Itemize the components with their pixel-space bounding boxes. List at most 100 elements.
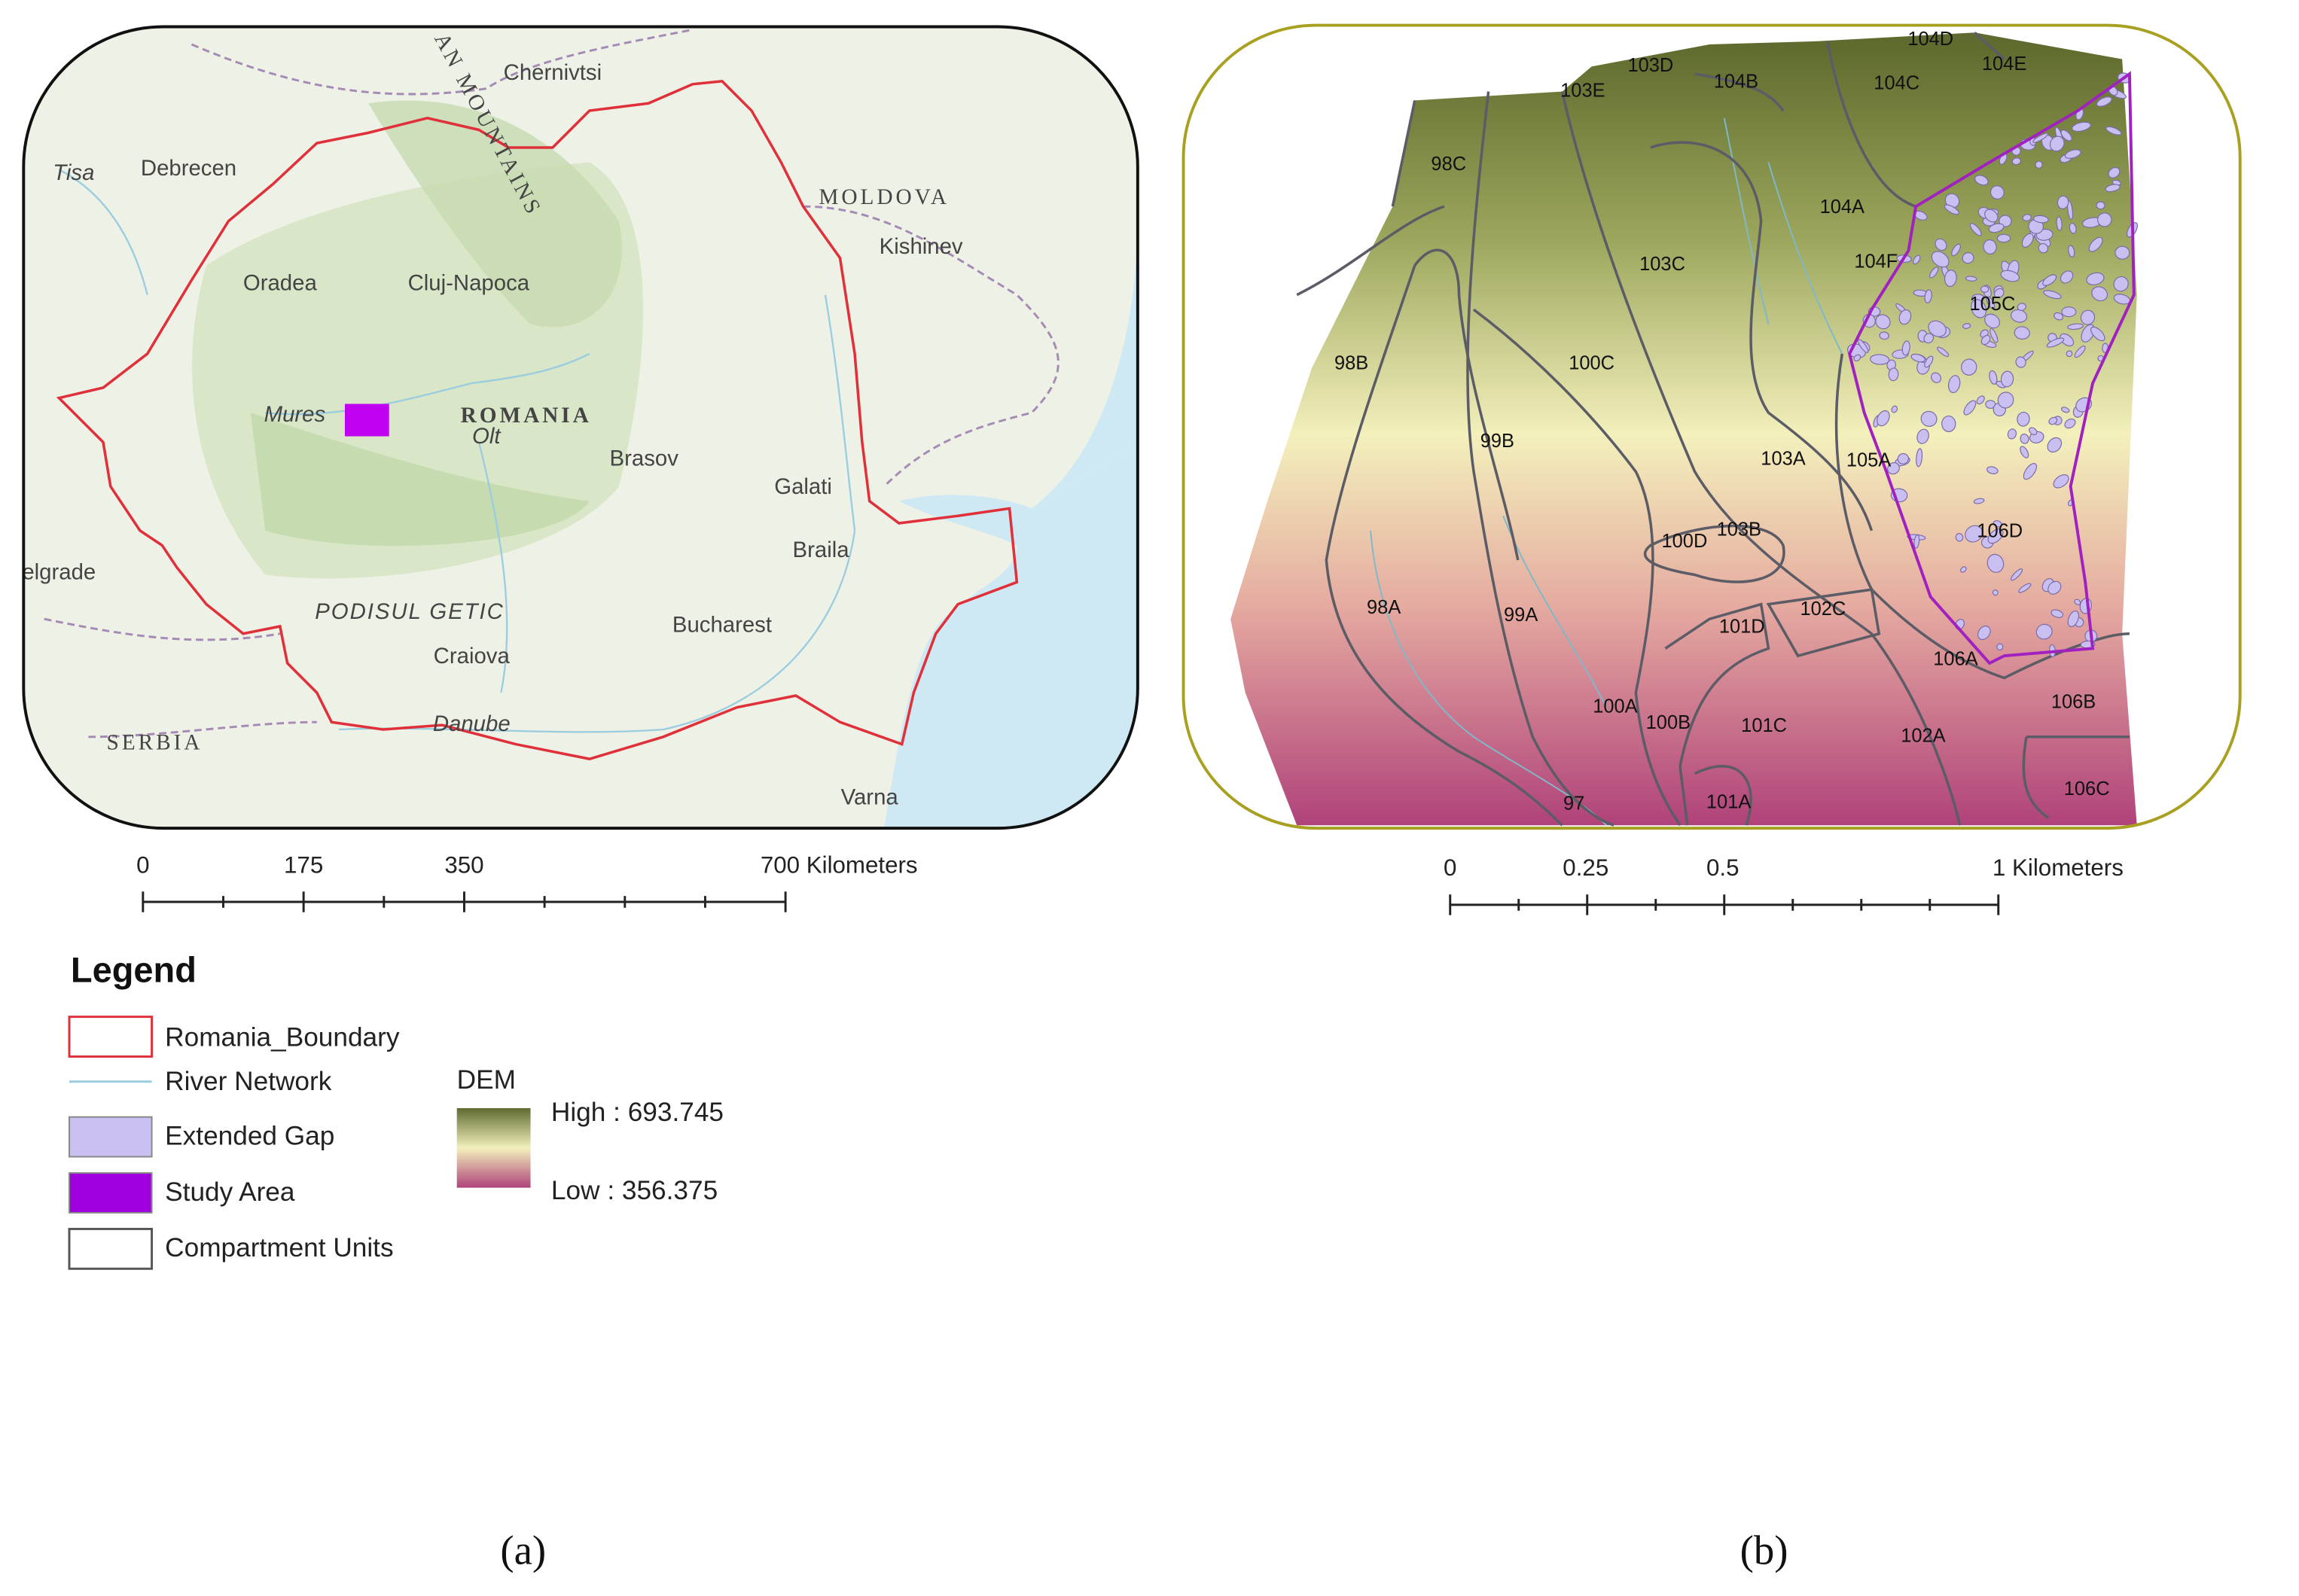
- relief: [368, 100, 622, 327]
- gap: [2021, 233, 2034, 248]
- gap: [1931, 372, 1942, 383]
- gap: [2051, 609, 2064, 618]
- gap: [1990, 185, 2005, 200]
- border: [88, 720, 317, 739]
- gap: [1916, 428, 1929, 444]
- compartment-label: 104A: [1820, 196, 1865, 218]
- compartment-label: 106C: [2064, 778, 2110, 800]
- gap: [1941, 415, 1956, 432]
- compartment-line: [1643, 524, 1785, 583]
- gap: [1983, 239, 1997, 254]
- compartment-line: [1694, 765, 1752, 826]
- compartment-label: 106D: [1977, 520, 2023, 541]
- gap: [1951, 243, 1961, 257]
- compartment-label: 103D: [1627, 55, 1673, 76]
- gap: [2113, 276, 2129, 292]
- river: [477, 442, 508, 693]
- compartment-label: 106A: [1933, 649, 1977, 670]
- compartment-label: 104F: [1854, 251, 1898, 272]
- panel-label: (a): [500, 1527, 546, 1573]
- gap: [2011, 157, 2021, 166]
- compartment-line: [1296, 205, 1445, 297]
- compartment-line: [1391, 32, 2005, 207]
- compartment-line: [1560, 91, 1962, 826]
- compartment-label: 100A: [1593, 696, 1637, 717]
- gap: [1955, 533, 1964, 542]
- gap: [1984, 209, 1999, 223]
- panel-label: (b): [1740, 1527, 1788, 1573]
- gap: [1870, 354, 1890, 365]
- compartment-label: 102C: [1800, 598, 1846, 620]
- gap: [2010, 568, 2023, 581]
- place-label: MOLDOVA: [819, 185, 950, 209]
- gap: [1877, 410, 1890, 427]
- gap: [1992, 589, 1999, 596]
- river: [265, 352, 590, 416]
- compartment-label: 98B: [1334, 352, 1368, 373]
- gap: [2080, 309, 2096, 325]
- gap: [2020, 433, 2029, 444]
- gap: [1910, 353, 1925, 363]
- compartment-label: 100C: [1569, 352, 1614, 373]
- gap: [1947, 375, 1961, 394]
- compartment-line: [1325, 264, 1563, 827]
- gap: [1935, 238, 1947, 251]
- compartment-label: 100B: [1646, 712, 1691, 733]
- gap: [1989, 370, 1998, 385]
- place-label: Kishinev: [880, 234, 963, 259]
- gap: [1977, 625, 1991, 641]
- compartment-label: 101D: [1719, 617, 1765, 638]
- gap: [2035, 160, 2043, 169]
- compartment-label: 99A: [1504, 605, 1538, 626]
- gap: [2064, 418, 2076, 429]
- gap: [1996, 233, 2011, 243]
- stream: [1723, 117, 1770, 325]
- gap: [2015, 356, 2026, 368]
- gap: [2020, 446, 2029, 458]
- gap: [2032, 132, 2049, 143]
- gap: [2035, 623, 2053, 640]
- gap: [1965, 276, 1977, 282]
- gap: [2060, 270, 2074, 284]
- legend-swatch: [69, 1172, 153, 1214]
- gap: [2060, 333, 2075, 347]
- border: [803, 205, 1060, 488]
- gap: [2018, 583, 2032, 593]
- gap: [2067, 323, 2084, 330]
- compartment-label: 102A: [1901, 726, 1945, 747]
- frame-a: [22, 25, 1139, 830]
- gap: [1988, 223, 2005, 233]
- gap: [2046, 337, 2065, 348]
- place-label: Cluj-Napoca: [408, 271, 530, 296]
- river: [58, 169, 148, 295]
- gap: [1973, 498, 1985, 504]
- compartment-label: 101A: [1706, 792, 1751, 813]
- border: [44, 617, 281, 641]
- river: [824, 294, 856, 531]
- place-label: SERBIA: [107, 730, 203, 754]
- gap: [2022, 214, 2032, 221]
- dem-low: Low : 356.375: [551, 1176, 718, 1205]
- gap: [1960, 566, 1967, 573]
- gap: [2067, 200, 2074, 221]
- place-label: Galati: [774, 474, 832, 499]
- gap: [2091, 286, 2108, 302]
- scale-label: 175: [284, 851, 323, 878]
- gap: [1928, 320, 1947, 337]
- gap: [1963, 400, 1977, 416]
- gap: [1888, 367, 1899, 382]
- gap: [1920, 410, 1938, 427]
- study-area-boundary: [1848, 71, 2136, 666]
- gap: [1965, 525, 1983, 543]
- scale-bar-b: 0 0.25 0.5 1 Kilometers: [1444, 854, 2124, 915]
- scale-label: 700 Kilometers: [761, 851, 918, 878]
- gap: [1996, 643, 2004, 651]
- gap: [1974, 175, 1989, 186]
- compartment-line: [1650, 141, 1874, 531]
- compartment-label: 103C: [1639, 254, 1685, 275]
- compartment-line: [1834, 353, 2130, 680]
- gap: [2086, 272, 2105, 285]
- legend-label: River Network: [165, 1067, 332, 1096]
